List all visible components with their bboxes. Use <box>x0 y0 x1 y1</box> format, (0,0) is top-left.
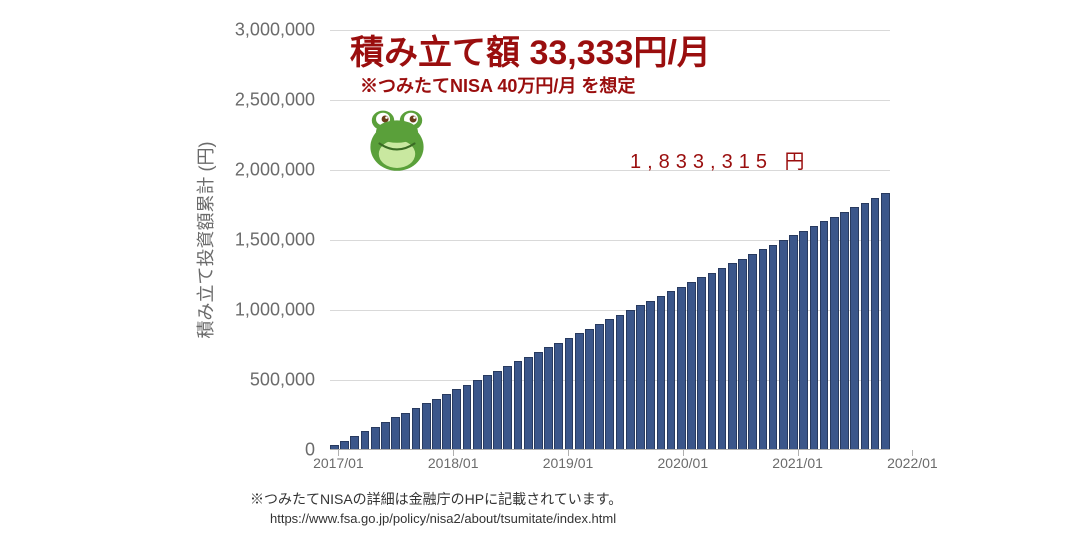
bar <box>759 249 768 450</box>
bar <box>697 277 706 450</box>
bar <box>585 329 594 450</box>
x-tick-label: 2018/01 <box>428 455 479 471</box>
bar <box>830 217 839 450</box>
bar <box>728 263 737 450</box>
footnote-url: https://www.fsa.go.jp/policy/nisa2/about… <box>270 510 622 528</box>
bar <box>534 352 543 450</box>
bar <box>381 422 390 450</box>
bar <box>514 361 523 450</box>
bar <box>718 268 727 450</box>
bar <box>871 198 880 450</box>
y-tick-label: 2,500,000 <box>235 90 315 111</box>
bar <box>748 254 757 450</box>
frog-icon <box>362 105 432 175</box>
bar <box>636 305 645 450</box>
bar <box>789 235 798 450</box>
bar <box>779 240 788 450</box>
x-tick-label: 2020/01 <box>657 455 708 471</box>
x-tick-label: 2021/01 <box>772 455 823 471</box>
bar <box>524 357 533 450</box>
bar <box>565 338 574 450</box>
bar <box>708 273 717 450</box>
bar <box>463 385 472 450</box>
bar <box>840 212 849 450</box>
y-tick-label: 1,000,000 <box>235 300 315 321</box>
bar <box>422 403 431 450</box>
bar <box>442 394 451 450</box>
bar <box>769 245 778 450</box>
bar <box>687 282 696 450</box>
bar <box>391 417 400 450</box>
bar <box>493 371 502 450</box>
bar <box>626 310 635 450</box>
bar <box>432 399 441 450</box>
bar <box>452 389 461 450</box>
bar <box>412 408 421 450</box>
bar <box>677 287 686 450</box>
chart-title-sub: ※つみたてNISA 40万円/月 を想定 <box>360 72 635 98</box>
bar <box>503 366 512 450</box>
bar <box>483 375 492 450</box>
bar <box>473 380 482 450</box>
footnote-text: ※つみたてNISAの詳細は金融庁のHPに記載されています。 <box>250 491 622 507</box>
y-axis-title: 積み立て投資額累計 (円) <box>192 142 218 339</box>
bar <box>605 319 614 450</box>
y-tick-label: 1,500,000 <box>235 230 315 251</box>
y-tick-label: 3,000,000 <box>235 20 315 41</box>
bar <box>810 226 819 450</box>
bar <box>861 203 870 450</box>
bar <box>738 259 747 450</box>
bar <box>667 291 676 450</box>
x-tick-label: 2019/01 <box>543 455 594 471</box>
y-tick-label: 500,000 <box>250 370 315 391</box>
bar <box>881 193 890 450</box>
bar <box>350 436 359 450</box>
x-tick-label: 2017/01 <box>313 455 364 471</box>
bar <box>616 315 625 450</box>
bar <box>799 231 808 450</box>
y-tick-label: 2,000,000 <box>235 160 315 181</box>
bar <box>544 347 553 450</box>
bar <box>371 427 380 450</box>
x-axis-line <box>330 449 890 450</box>
chart-title-main: 積み立て額 33,333円/月 <box>350 25 711 74</box>
bar <box>361 431 370 450</box>
bar <box>554 343 563 450</box>
bar <box>575 333 584 450</box>
peak-value-label: 1,833,315 円 <box>630 145 811 174</box>
chart-container: 積み立て投資額累計 (円) 0500,0001,000,0001,500,000… <box>120 10 890 490</box>
bar <box>820 221 829 450</box>
bar <box>401 413 410 450</box>
bar <box>595 324 604 450</box>
x-tick-label: 2022/01 <box>887 455 938 471</box>
footnote: ※つみたてNISAの詳細は金融庁のHPに記載されています。 https://ww… <box>250 490 622 528</box>
bar <box>657 296 666 450</box>
bar <box>850 207 859 450</box>
bar <box>646 301 655 450</box>
